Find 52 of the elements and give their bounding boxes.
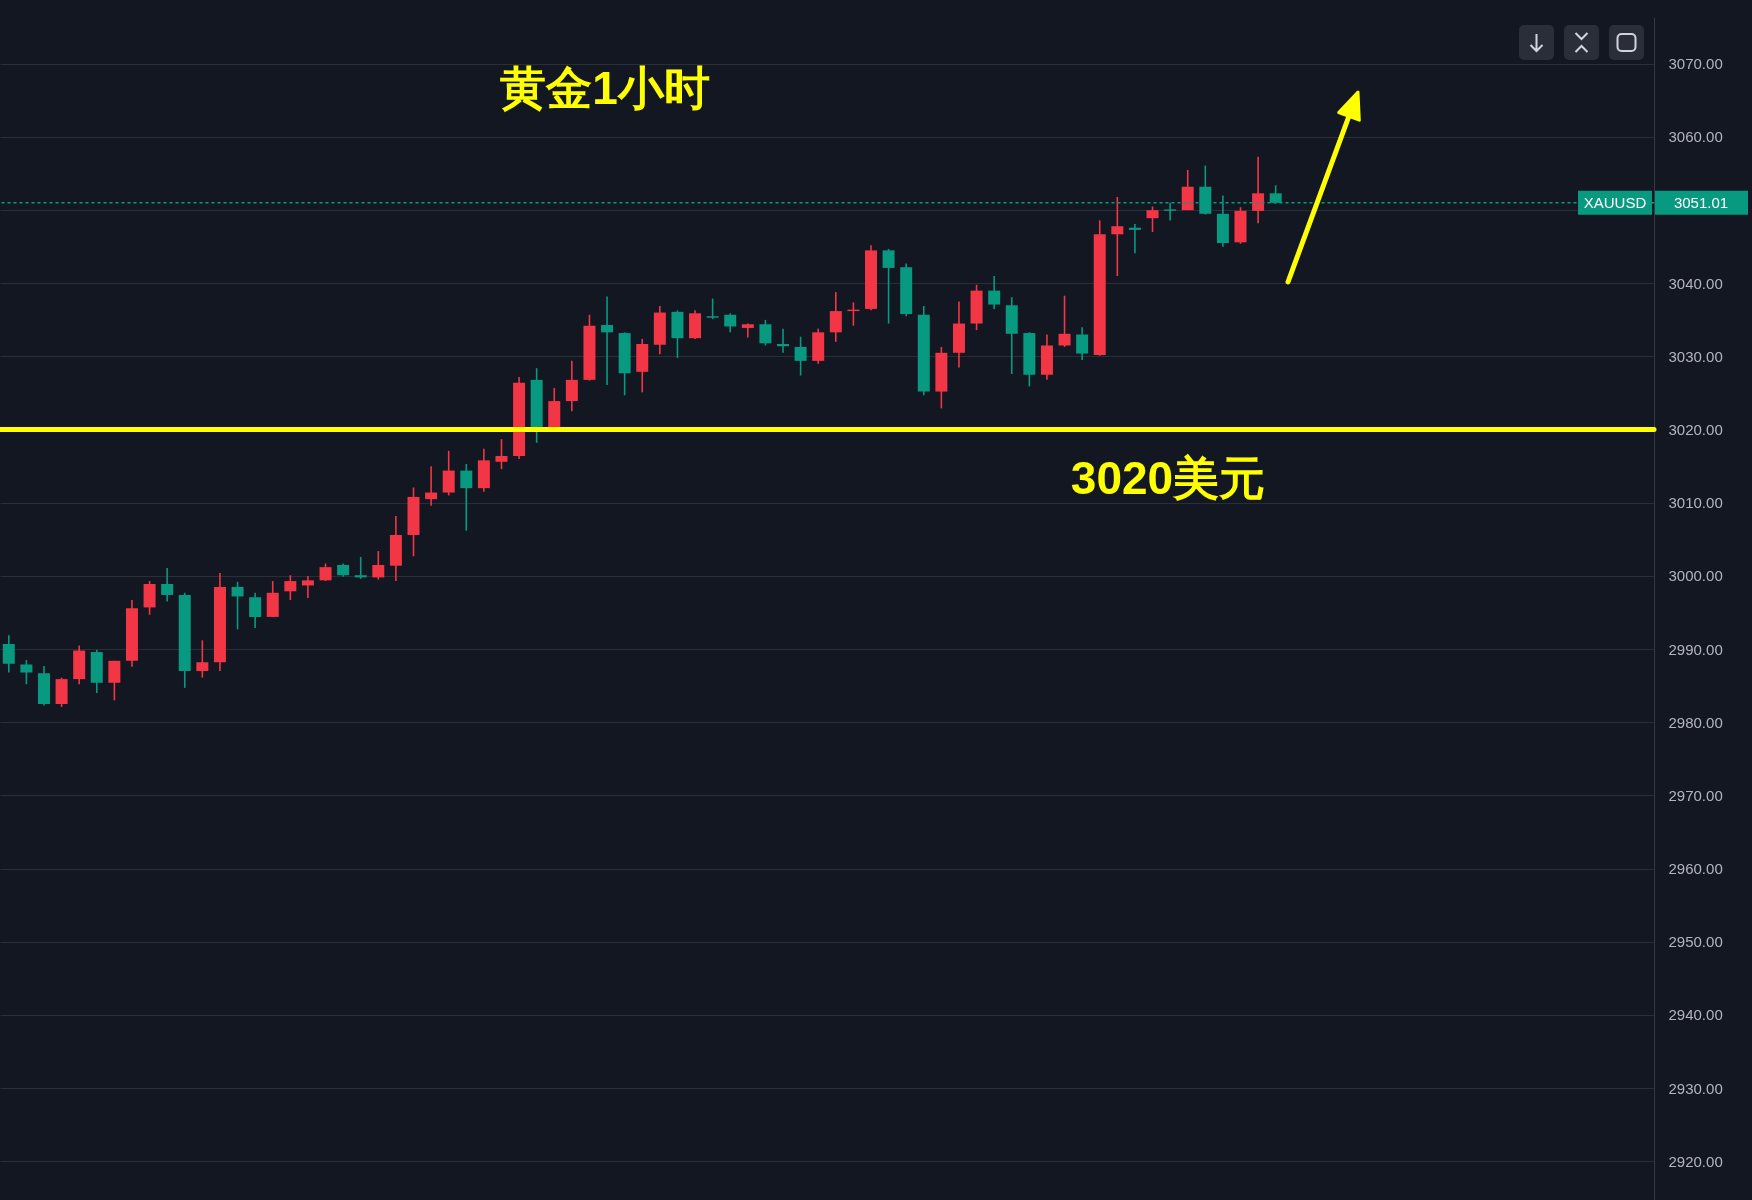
candlestick [601,295,614,386]
candlestick [460,463,473,532]
candlestick [301,575,314,599]
ref-line-label: XAUUSD [1583,193,1647,211]
candlestick [249,591,262,629]
candlestick [1128,223,1141,255]
candlestick [425,465,438,507]
candlestick [20,659,33,686]
candlestick [1181,169,1194,211]
y-tick-label: 2970.00 [1668,786,1723,804]
ref-line-label: 3020美元 [1070,451,1266,504]
candlestick [161,567,174,603]
candlestick [2,634,15,674]
candlestick [724,312,737,334]
y-tick-label: 2930.00 [1668,1079,1723,1097]
y-tick-label: 3040.00 [1668,274,1723,292]
candlestick [706,297,719,320]
candlestick [1146,205,1159,233]
y-tick-label: 3070.00 [1668,55,1723,73]
candlestick [1252,155,1265,225]
candlestick [988,275,1001,310]
candlestick [777,327,790,354]
y-tick-label: 3000.00 [1668,567,1723,585]
y-tick-label: 2950.00 [1668,933,1723,951]
candlestick [442,450,455,497]
candlestick [882,248,895,325]
candlestick [565,360,578,413]
y-tick-label: 2980.00 [1668,713,1723,731]
y-tick-label: 3030.00 [1668,347,1723,365]
y-tick-label: 2960.00 [1668,860,1723,878]
candlestick [231,581,244,631]
candlestick [372,550,385,581]
candlestick [196,639,209,679]
candlestick [284,574,297,601]
candlestick [143,580,156,616]
text: 3051.01 [1673,193,1729,211]
y-tick-label: 2920.00 [1668,1152,1723,1170]
candlestick [1111,196,1124,277]
text: 黄金1小时 [500,62,710,114]
candlestick [794,335,807,377]
candlestick [495,438,508,470]
y-tick-label: 2990.00 [1668,640,1723,658]
candlestick [108,660,121,702]
y-tick-label: 2940.00 [1668,1006,1723,1024]
candlestick [829,291,842,343]
y-tick-label: 3060.00 [1668,128,1723,146]
candlestick [354,556,367,580]
y-tick-label: 3010.00 [1668,494,1723,512]
candlestick [1076,326,1089,361]
candlestick [759,319,772,347]
candlestick [1058,294,1071,348]
y-tick-label: 3020.00 [1668,421,1723,439]
